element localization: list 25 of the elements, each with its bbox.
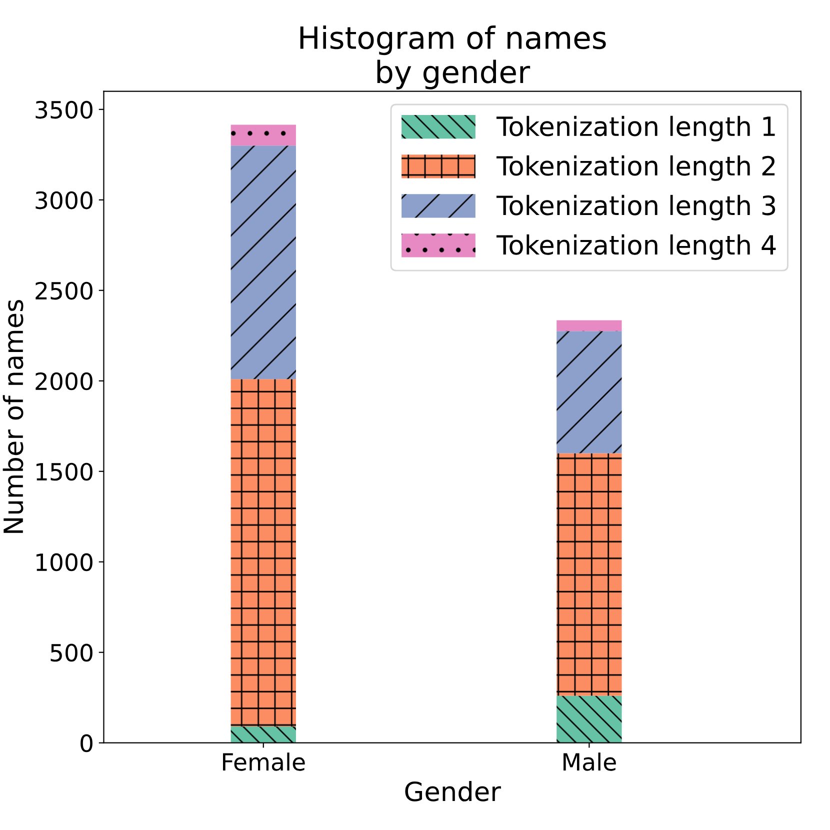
y-tick-label: 2500 [36,282,92,300]
legend-label: Tokenization length 1 [496,116,775,142]
x-tick-label: Female [223,752,305,771]
legend-label: Tokenization length 4 [496,234,776,260]
bar [230,379,296,727]
y-tick-label: 3000 [36,191,92,210]
bar [556,320,622,332]
bar [230,726,296,743]
y-tick-label: 500 [50,644,92,662]
y-tick-label: 1000 [36,553,92,572]
y-tick-label: 0 [80,734,92,752]
bar [230,124,296,146]
y-axis-title: Number of names [2,300,24,533]
bar [230,146,296,380]
bar [556,696,622,743]
bar [556,453,622,696]
y-tick-label: 1500 [36,462,92,481]
x-axis-title: Gender [405,780,501,802]
x-tick-label: Male [564,752,616,771]
legend-label: Tokenization length 3 [496,194,776,220]
legend-label: Tokenization length 2 [496,155,775,181]
y-tick-label: 3500 [36,100,92,119]
y-tick-label: 2000 [36,372,92,390]
chart-title: Histogram of names by gender [300,26,606,90]
bar [556,331,622,454]
